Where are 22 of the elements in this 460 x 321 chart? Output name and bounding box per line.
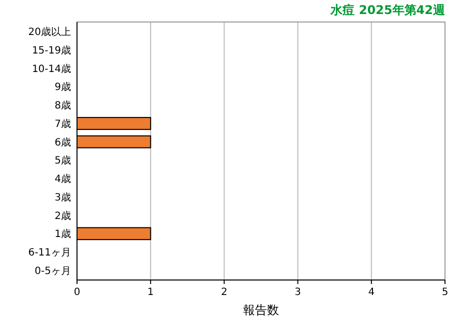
x-axis-title: 報告数 <box>243 303 279 317</box>
x-tick-label: 3 <box>294 287 301 298</box>
y-tick-label: 3歳 <box>54 191 71 204</box>
x-tick-label: 0 <box>74 287 80 298</box>
x-tick-label: 4 <box>368 287 375 298</box>
y-tick-label: 6歳 <box>54 136 71 148</box>
y-tick-label: 1歳 <box>54 228 71 240</box>
chart-title: 水痘 2025年第42週 <box>330 3 446 17</box>
y-tick-label: 6-11ヶ月 <box>28 247 71 258</box>
x-tick-label: 1 <box>147 287 154 298</box>
y-tick-label: 7歳 <box>54 118 71 130</box>
x-tick-label: 5 <box>442 287 448 298</box>
y-tick-label: 8歳 <box>54 100 71 112</box>
y-tick-label: 4歳 <box>54 173 71 186</box>
y-tick-label: 20歳以上 <box>28 26 71 38</box>
y-tick-label: 2歳 <box>54 210 71 222</box>
y-tick-label: 0-5ヶ月 <box>34 266 71 277</box>
y-tick-label: 9歳 <box>54 81 71 94</box>
y-tick-label: 15-19歳 <box>32 44 71 57</box>
y-tick-label: 10-14歳 <box>32 62 71 75</box>
y-tick-label: 5歳 <box>54 154 71 167</box>
x-tick-label: 2 <box>221 287 228 298</box>
